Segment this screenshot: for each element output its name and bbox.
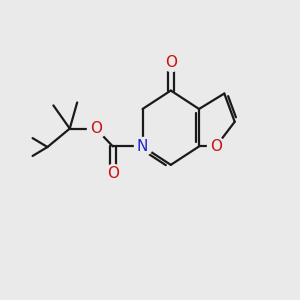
Text: O: O	[90, 121, 102, 136]
Text: O: O	[107, 166, 119, 181]
Text: O: O	[210, 139, 222, 154]
Text: O: O	[165, 55, 177, 70]
Text: N: N	[137, 139, 148, 154]
